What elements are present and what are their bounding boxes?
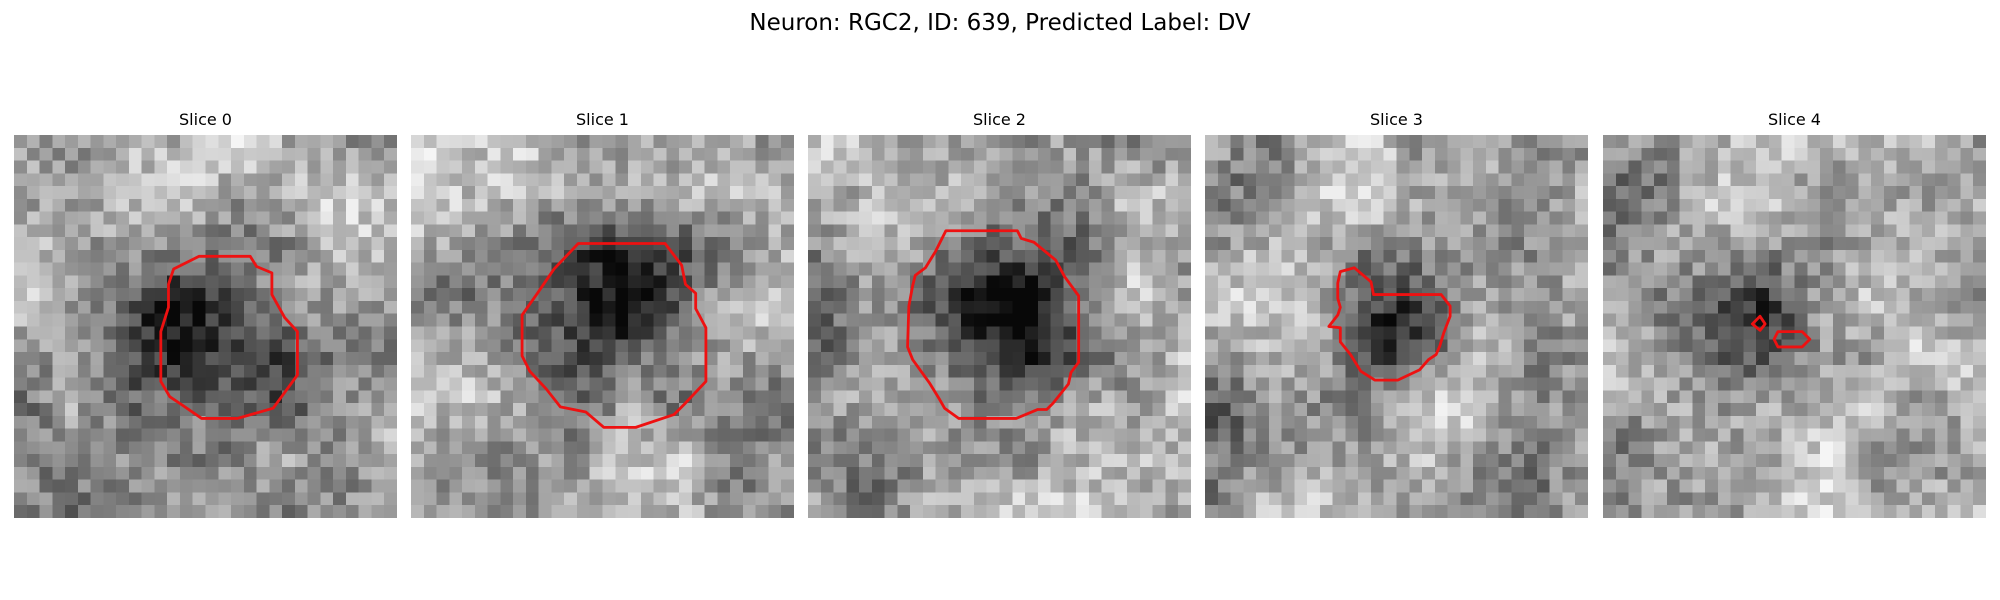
- slice-panel-3: Slice 3: [1205, 108, 1588, 520]
- slice-title: Slice 2: [808, 108, 1191, 132]
- slice-title: Slice 1: [411, 108, 794, 132]
- slice-panel-1: Slice 1: [411, 108, 794, 520]
- slice-image: [1205, 135, 1588, 518]
- slice-title: Slice 4: [1603, 108, 1986, 132]
- slice-image: [1603, 135, 1986, 518]
- slice-image: [808, 135, 1191, 518]
- slice-title: Slice 3: [1205, 108, 1588, 132]
- slice-image: [14, 135, 397, 518]
- slice-panel-4: Slice 4: [1603, 108, 1986, 520]
- slice-title: Slice 0: [14, 108, 397, 132]
- slice-panel-0: Slice 0: [14, 108, 397, 520]
- slice-image: [411, 135, 794, 518]
- slice-panel-2: Slice 2: [808, 108, 1191, 520]
- figure-title: Neuron: RGC2, ID: 639, Predicted Label: …: [0, 6, 2000, 40]
